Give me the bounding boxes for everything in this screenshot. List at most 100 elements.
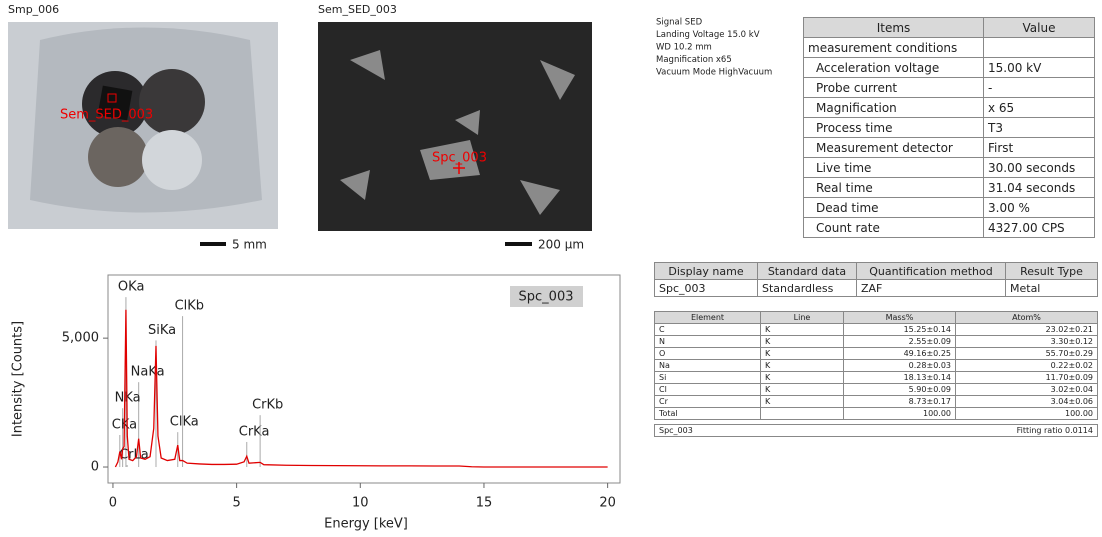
table: Items Value measurement conditions Accelera… [803, 17, 1095, 238]
table-row: Process time T3 [803, 117, 1095, 138]
peak-label: CrKb [252, 398, 283, 413]
table-cell: Mass% [843, 311, 956, 324]
table-cell: 0.28±0.03 [843, 359, 956, 372]
table-cell: K [760, 335, 844, 348]
plot-frame [107, 274, 621, 484]
table-cell: T3 [983, 117, 1095, 138]
table-cell: Acceleration voltage [803, 57, 984, 78]
table-row: Spc_003 Standardless ZAF Metal [654, 279, 1098, 297]
table-row: Spc_003 Fitting ratio 0.0114 [654, 424, 1098, 437]
table-row: Display name Standard data Quantification … [654, 262, 1098, 280]
table-row: N K 2.55±0.09 3.30±0.12 [654, 335, 1098, 348]
peak-label: ClKa [170, 415, 199, 430]
table-cell: 100.00 [843, 407, 956, 420]
table-cell: Real time [803, 177, 984, 198]
info-line: Vacuum Mode HighVacuum [656, 68, 772, 78]
table-cell [760, 407, 844, 420]
table-cell: x 65 [983, 97, 1095, 118]
table-cell: 4327.00 CPS [983, 217, 1095, 238]
legend-label: Spc_003 [519, 290, 574, 305]
scale-label: 200 µm [538, 238, 584, 252]
table-cell: Cr [654, 395, 761, 408]
peak-label: NaKa [131, 365, 165, 380]
x-tick-label: 0 [109, 496, 117, 511]
x-tick-label: 5 [232, 496, 240, 511]
table-cell: Spc_003 [654, 279, 758, 297]
table-cell: - [983, 77, 1095, 98]
table-cell: Process time [803, 117, 984, 138]
table-cell: Standardless [757, 279, 857, 297]
table-cell: N [654, 335, 761, 348]
table-cell: K [760, 395, 844, 408]
point-marker [453, 162, 465, 174]
stub [88, 127, 148, 187]
table-cell: Result Type [1005, 262, 1098, 280]
table-row: Measurement detector First [803, 137, 1095, 158]
table-cell: Si [654, 371, 761, 384]
peak-label: SiKa [148, 323, 176, 338]
table-cell: First [983, 137, 1095, 158]
table-row: Cl K 5.90±0.09 3.02±0.04 [654, 383, 1098, 396]
signal-info: Signal SED Landing Voltage 15.0 kV WD 10.2… [656, 18, 772, 78]
table-cell: Cl [654, 383, 761, 396]
table-cell: Quantification method [856, 262, 1006, 280]
table-cell: Magnification [803, 97, 984, 118]
info-line: Magnification x65 [656, 55, 732, 65]
table-cell: Total [654, 407, 761, 420]
stub [139, 69, 205, 135]
table: Element Line Mass% Atom% C K 15.25±0.14 23.02±0… [654, 311, 1098, 437]
table-row: Count rate 4327.00 CPS [803, 217, 1095, 238]
table-cell: 31.04 seconds [983, 177, 1095, 198]
particles [340, 50, 575, 215]
table-row: Items Value [803, 17, 1095, 38]
table-cell: ZAF [856, 279, 1006, 297]
table-cell: Measurement detector [803, 137, 984, 158]
stub [142, 130, 202, 190]
table-cell: 2.55±0.09 [843, 335, 956, 348]
table-row: C K 15.25±0.14 23.02±0.21 [654, 323, 1098, 336]
table-cell: Dead time [803, 197, 984, 218]
peak-label: CrKa [239, 424, 270, 439]
x-tick-label: 20 [599, 496, 616, 511]
table-cell: 5.90±0.09 [843, 383, 956, 396]
scale-label: 5 mm [232, 238, 267, 252]
table-cell: O [654, 347, 761, 360]
peak-label: CrLa [119, 448, 149, 463]
table-cell: Fitting ratio 0.0114 [843, 424, 1098, 437]
area-marker [107, 93, 117, 103]
peak-label: NKa [115, 391, 141, 406]
x-tick-label: 10 [352, 496, 369, 511]
image-title: Sem_SED_003 [318, 3, 397, 16]
table-cell: Count rate [803, 217, 984, 238]
table-cell: Metal [1005, 279, 1098, 297]
peak-label: OKa [118, 280, 145, 295]
table-row: Live time 30.00 seconds [803, 157, 1095, 178]
table-cell: 15.25±0.14 [843, 323, 956, 336]
table-cell: K [760, 383, 844, 396]
table-cell: 55.70±0.29 [955, 347, 1098, 360]
table-cell: Value [983, 17, 1095, 38]
table-cell: K [760, 371, 844, 384]
table-cell: K [760, 323, 844, 336]
legend-box [510, 286, 583, 307]
table-cell: 30.00 seconds [983, 157, 1095, 178]
table-cell: Atom% [955, 311, 1098, 324]
info-line: WD 10.2 mm [656, 43, 712, 53]
table-row: Cr K 8.73±0.17 3.04±0.06 [654, 395, 1098, 408]
table-cell: Element [654, 311, 761, 324]
table-cell: Standard data [757, 262, 857, 280]
table-cell [983, 37, 1095, 58]
table-cell: Line [760, 311, 844, 324]
table-cell: 3.04±0.06 [955, 395, 1098, 408]
x-axis-label: Energy [keV] [324, 517, 408, 532]
table-cell: 49.16±0.25 [843, 347, 956, 360]
y-axis-label: Intensity [Counts] [11, 321, 26, 437]
table-cell: 3.00 % [983, 197, 1095, 218]
table: Display name Standard data Quantification … [654, 262, 1098, 297]
table-row: Probe current - [803, 77, 1095, 98]
marker-label: Spc_003 [432, 151, 487, 166]
table-cell: C [654, 323, 761, 336]
table-cell: 23.02±0.21 [955, 323, 1098, 336]
